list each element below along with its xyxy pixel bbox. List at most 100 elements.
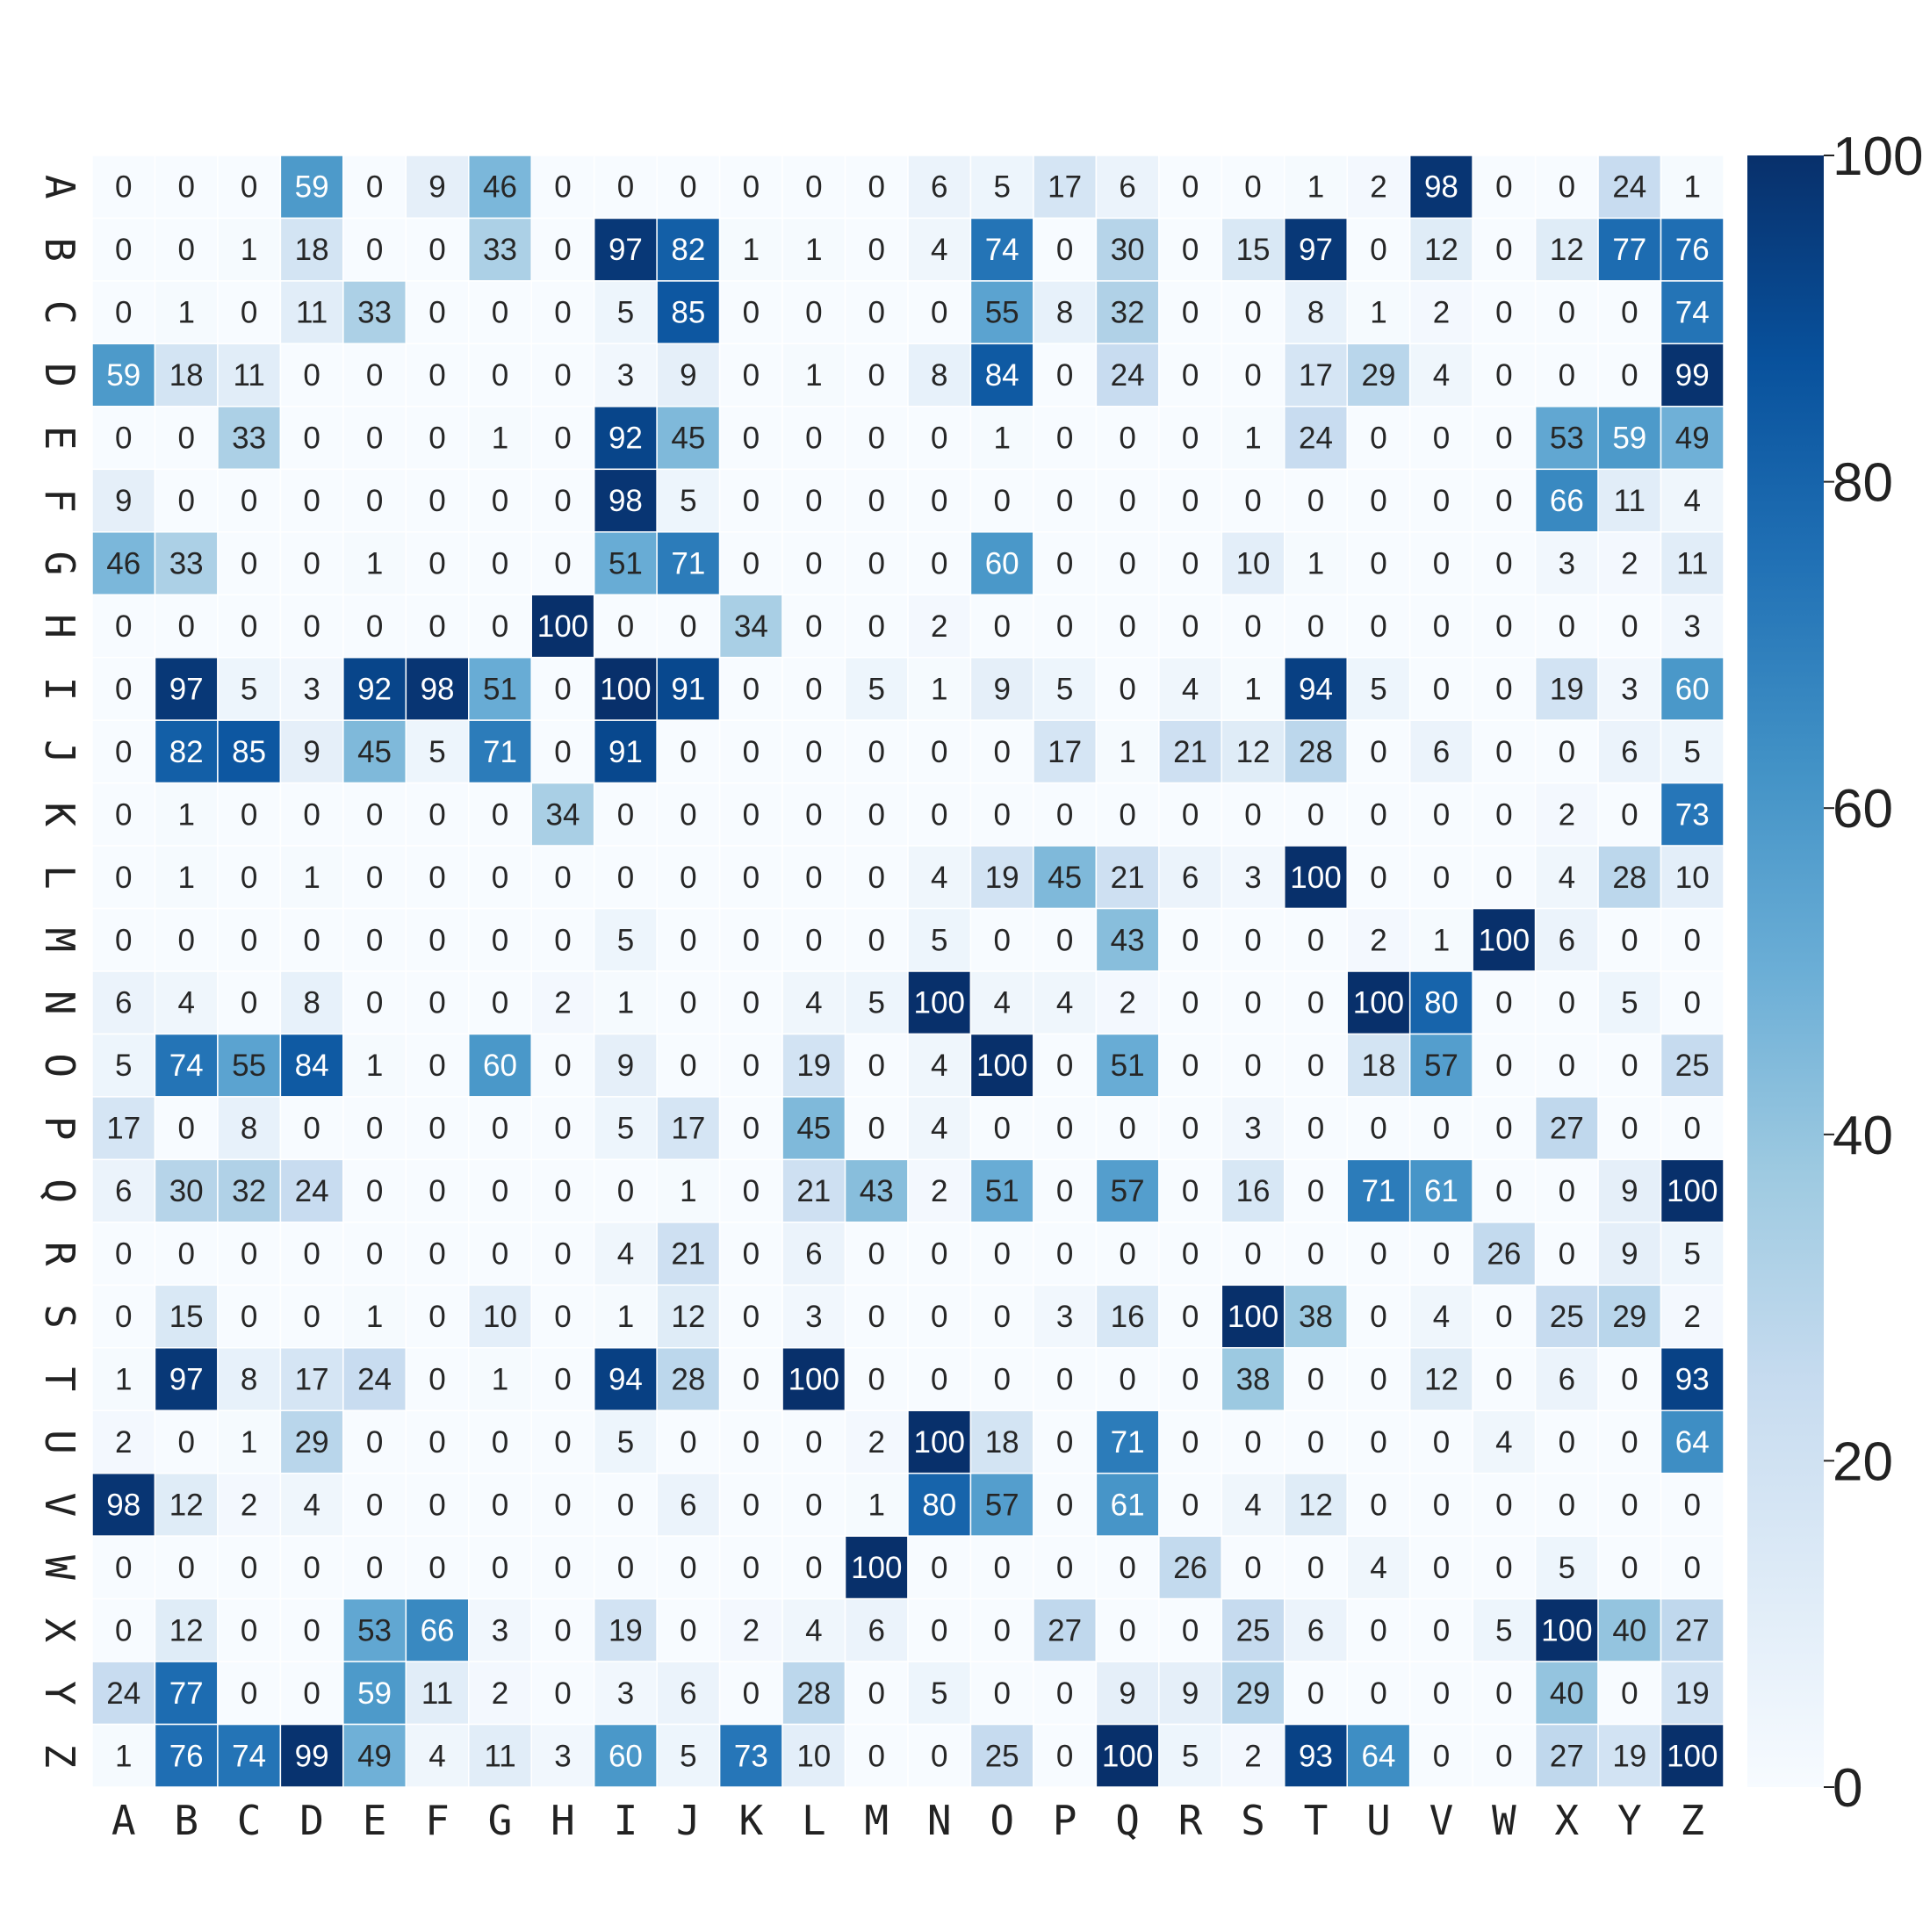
heatmap-cell-C-C	[217, 280, 282, 345]
cell-value-label: 0	[743, 484, 760, 518]
heatmap-cell-B-S	[1221, 217, 1285, 282]
x-tick-label: J	[676, 1797, 701, 1844]
cell-value-label: 45	[1048, 861, 1082, 895]
heatmap-cell-R-V	[1408, 1222, 1473, 1287]
cell-value-label: 0	[1495, 170, 1512, 205]
cell-value-label: 45	[671, 422, 705, 456]
heatmap-cell-R-Z	[1660, 1222, 1725, 1287]
heatmap-cell-R-X	[1534, 1222, 1599, 1287]
heatmap-cell-L-X	[1534, 845, 1599, 910]
cell-value-label: 0	[1433, 1237, 1450, 1272]
heatmap-cell-M-H	[530, 907, 595, 972]
heatmap-cell-V-R	[1158, 1472, 1223, 1537]
heatmap-cell-E-A	[91, 406, 156, 471]
cell-value-label: 32	[232, 1174, 266, 1208]
cell-value-label: 74	[985, 233, 1019, 267]
heatmap-cell-T-R	[1158, 1347, 1223, 1411]
cell-value-label: 0	[1495, 672, 1512, 706]
cell-value-label: 94	[1299, 672, 1333, 706]
cell-value-label: 0	[428, 1112, 445, 1146]
cell-value-label: 1	[1244, 672, 1261, 706]
cell-value-label: 0	[993, 609, 1010, 644]
heatmap-cell-Q-O	[969, 1158, 1034, 1223]
cell-value-label: 49	[1675, 422, 1710, 456]
cell-value-label: 0	[1559, 1488, 1575, 1522]
cell-value-label: 0	[805, 547, 822, 581]
cell-value-label: 19	[1675, 1676, 1710, 1711]
heatmap-cell-Z-L	[781, 1723, 846, 1788]
heatmap-cell-I-X	[1534, 656, 1599, 721]
heatmap-cell-M-J	[656, 907, 721, 972]
heatmap-cell-W-J	[656, 1535, 721, 1600]
heatmap-cell-Q-B	[154, 1158, 219, 1223]
cell-value-label: 5	[617, 923, 634, 957]
y-tick-label: S	[36, 1304, 83, 1329]
cell-value-label: 0	[868, 735, 885, 769]
cell-value-label: 0	[1433, 1425, 1450, 1460]
heatmap-cell-Q-I	[593, 1158, 658, 1223]
heatmap-cell-X-H	[530, 1597, 595, 1662]
cell-value-label: 0	[554, 1551, 571, 1585]
cell-value-label: 0	[241, 609, 257, 644]
cell-value-label: 0	[1433, 1488, 1450, 1522]
cell-value-label: 1	[241, 233, 257, 267]
cell-value-label: 8	[1307, 296, 1324, 330]
heatmap-cell-L-M	[844, 845, 909, 910]
cell-value-label: 0	[1182, 923, 1199, 957]
cell-value-label: 60	[483, 1049, 517, 1083]
x-tick-label: E	[363, 1797, 387, 1844]
cell-value-label: 21	[1173, 735, 1207, 769]
cell-value-label: 0	[1370, 609, 1386, 644]
heatmap-cell-M-K	[718, 907, 783, 972]
cell-value-label: 0	[1119, 609, 1135, 644]
y-tick-label: J	[36, 739, 83, 764]
heatmap-cell-P-M	[844, 1096, 909, 1161]
cell-value-label: 2	[1370, 170, 1386, 205]
cell-value-label: 0	[492, 1488, 508, 1522]
y-tick-label: C	[36, 300, 83, 325]
x-tick-label: T	[1304, 1797, 1329, 1844]
x-tick-label: N	[927, 1797, 952, 1844]
cell-value-label: 0	[743, 1049, 760, 1083]
cell-value-label: 12	[1550, 233, 1584, 267]
cell-value-label: 9	[1119, 1676, 1135, 1711]
cell-value-label: 0	[1495, 1300, 1512, 1334]
cell-value-label: 0	[428, 1488, 445, 1522]
cell-value-label: 0	[1370, 1112, 1386, 1146]
heatmap-cell-Z-B	[154, 1723, 219, 1788]
cell-value-label: 0	[241, 986, 257, 1020]
cell-value-label: 0	[993, 1363, 1010, 1397]
heatmap-cell-C-U	[1346, 280, 1411, 345]
cell-value-label: 0	[1433, 672, 1450, 706]
cell-value-label: 10	[796, 1739, 831, 1773]
cell-value-label: 71	[483, 735, 517, 769]
cell-value-label: 2	[931, 1174, 947, 1208]
cell-value-label: 0	[303, 547, 320, 581]
cell-value-label: 0	[492, 797, 508, 832]
cell-value-label: 27	[1048, 1613, 1082, 1647]
heatmap-cell-A-F	[405, 155, 470, 220]
cell-value-label: 0	[743, 986, 760, 1020]
cell-value-label: 5	[993, 170, 1010, 205]
cell-value-label: 0	[303, 923, 320, 957]
heatmap-cell-S-P	[1033, 1284, 1098, 1349]
cell-value-label: 6	[868, 1613, 885, 1647]
heatmap-cell-K-L	[781, 782, 846, 847]
heatmap-cell-P-A	[91, 1096, 156, 1161]
heatmap-cell-X-Y	[1597, 1597, 1662, 1662]
cell-value-label: 0	[680, 1613, 696, 1647]
cell-value-label: 84	[985, 358, 1019, 393]
y-tick-label: V	[36, 1493, 83, 1517]
heatmap-cell-P-N	[907, 1096, 972, 1161]
cell-value-label: 0	[554, 923, 571, 957]
x-tick-label: C	[237, 1797, 262, 1844]
x-tick-label: I	[614, 1797, 638, 1844]
y-tick-label: Y	[36, 1681, 83, 1705]
cell-value-label: 1	[1370, 296, 1386, 330]
heatmap-cell-J-C	[217, 719, 282, 784]
heatmap-cell-R-C	[217, 1222, 282, 1287]
heatmap-cell-R-T	[1284, 1222, 1348, 1287]
cell-value-label: 0	[680, 609, 696, 644]
cell-value-label: 98	[106, 1488, 140, 1522]
heatmap-cell-V-I	[593, 1472, 658, 1537]
